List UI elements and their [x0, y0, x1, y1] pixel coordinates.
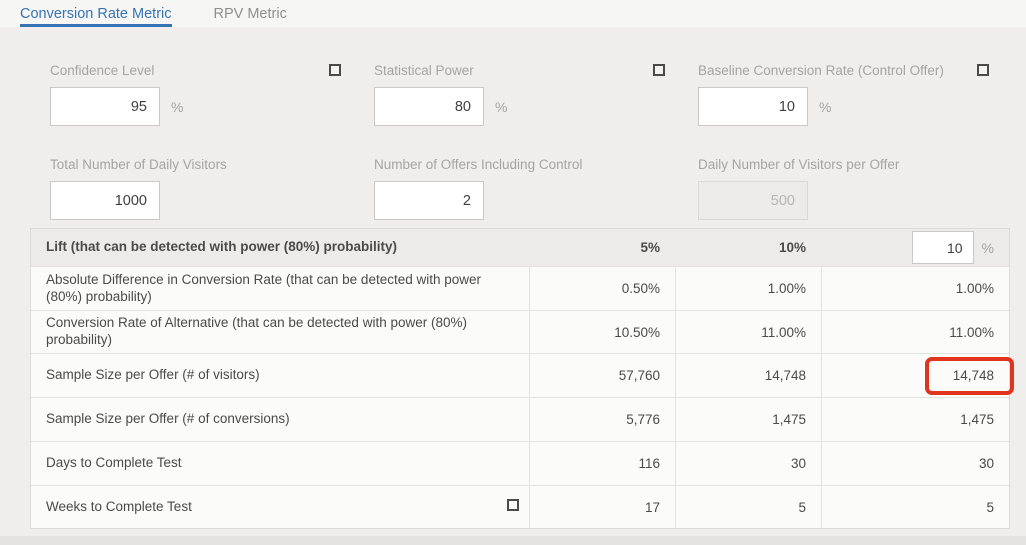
- bottom-bar: [0, 536, 1026, 545]
- number-of-offers-input[interactable]: [374, 181, 484, 220]
- field-visitors-per-offer: Daily Number of Visitors per Offer: [698, 157, 989, 223]
- visitors-per-offer-label: Daily Number of Visitors per Offer: [698, 157, 900, 172]
- visitors-per-offer-input: [698, 181, 808, 220]
- table-row-label: Sample Size per Offer (# of conversions): [46, 411, 290, 427]
- statistical-power-label: Statistical Power: [374, 63, 474, 78]
- table-row-sample-size-conversions: Sample Size per Offer (# of conversions)…: [31, 397, 1009, 441]
- field-baseline-conversion-rate: Baseline Conversion Rate (Control Offer)…: [698, 63, 989, 129]
- daily-visitors-label: Total Number of Daily Visitors: [50, 157, 227, 172]
- number-of-offers-label: Number of Offers Including Control: [374, 157, 583, 172]
- baseline-conversion-rate-label: Baseline Conversion Rate (Control Offer): [698, 63, 944, 78]
- field-statistical-power: Statistical Power %: [374, 63, 665, 129]
- results-table: Lift (that can be detected with power (8…: [30, 228, 1014, 529]
- table-row-conversion-rate-alternative: Conversion Rate of Alternative (that can…: [31, 310, 1009, 353]
- custom-lift-input[interactable]: [911, 231, 974, 264]
- table-cell-value: 30: [821, 442, 1009, 485]
- table-row-label: Days to Complete Test: [46, 455, 182, 471]
- baseline-conversion-rate-input[interactable]: [698, 87, 808, 126]
- table-cell-value: 1,475: [821, 398, 1009, 441]
- table-cell-value: 116: [529, 442, 675, 485]
- confidence-level-input[interactable]: [50, 87, 160, 126]
- confidence-level-label: Confidence Level: [50, 63, 155, 78]
- table-cell-value: 17: [529, 486, 675, 528]
- table-header-row: Lift (that can be detected with power (8…: [31, 229, 1009, 266]
- calculator-panel: Confidence Level % Statistical Power % B…: [0, 27, 1026, 545]
- table-cell-value: 11.00%: [821, 311, 1009, 353]
- tab-bar: Conversion Rate Metric RPV Metric: [0, 0, 1026, 27]
- confidence-level-checkbox[interactable]: [329, 64, 341, 76]
- table-row-label-text: Weeks to Complete Test: [46, 498, 192, 514]
- lift-column-3: %: [821, 229, 1009, 266]
- percent-suffix: %: [819, 99, 832, 115]
- field-number-of-offers: Number of Offers Including Control: [374, 157, 665, 223]
- table-cell-value: 1.00%: [821, 267, 1009, 310]
- table-row-absolute-difference: Absolute Difference in Conversion Rate (…: [31, 266, 1009, 310]
- field-daily-visitors: Total Number of Daily Visitors: [50, 157, 341, 223]
- field-confidence-level: Confidence Level %: [50, 63, 341, 129]
- table-row-label: Conversion Rate of Alternative (that can…: [46, 315, 467, 347]
- highlighted-value: 14,748: [952, 368, 994, 383]
- baseline-conversion-rate-checkbox[interactable]: [977, 64, 989, 76]
- table-cell-value: 5: [675, 486, 821, 528]
- tab-rpv-metric[interactable]: RPV Metric: [213, 6, 287, 22]
- table-cell-value: 1,475: [675, 398, 821, 441]
- daily-visitors-input[interactable]: [50, 181, 160, 220]
- tab-conversion-rate-metric[interactable]: Conversion Rate Metric: [20, 0, 172, 27]
- table-row-weeks-to-complete: Weeks to Complete Test 17 5 5: [31, 485, 1009, 528]
- lift-column-2: 10%: [778, 240, 806, 255]
- statistical-power-input[interactable]: [374, 87, 484, 126]
- weeks-to-complete-checkbox[interactable]: [507, 499, 519, 511]
- table-row-sample-size-visitors: Sample Size per Offer (# of visitors) 57…: [31, 353, 1014, 397]
- percent-suffix: %: [171, 99, 184, 115]
- table-cell-value: 11.00%: [675, 311, 821, 353]
- table-cell-value: 14,748: [675, 354, 821, 397]
- lift-header-label: Lift (that can be detected with power (8…: [46, 239, 398, 255]
- table-cell-value: 10.50%: [529, 311, 675, 353]
- table-row-label: Weeks to Complete Test: [31, 486, 529, 528]
- table-cell-value: 14,748: [821, 354, 1014, 397]
- table-cell-value: 0.50%: [529, 267, 675, 310]
- lift-column-1: 5%: [640, 240, 660, 255]
- table-row-label: Absolute Difference in Conversion Rate (…: [46, 271, 481, 304]
- percent-suffix: %: [495, 99, 508, 115]
- table-cell-value: 30: [675, 442, 821, 485]
- statistical-power-checkbox[interactable]: [653, 64, 665, 76]
- table-cell-value: 5,776: [529, 398, 675, 441]
- table-row-days-to-complete: Days to Complete Test 116 30 30: [31, 441, 1009, 485]
- table-cell-value: 5: [821, 486, 1009, 528]
- percent-suffix: %: [981, 239, 994, 256]
- table-row-label: Sample Size per Offer (# of visitors): [46, 367, 260, 383]
- table-cell-value: 57,760: [529, 354, 675, 397]
- table-cell-value: 1.00%: [675, 267, 821, 310]
